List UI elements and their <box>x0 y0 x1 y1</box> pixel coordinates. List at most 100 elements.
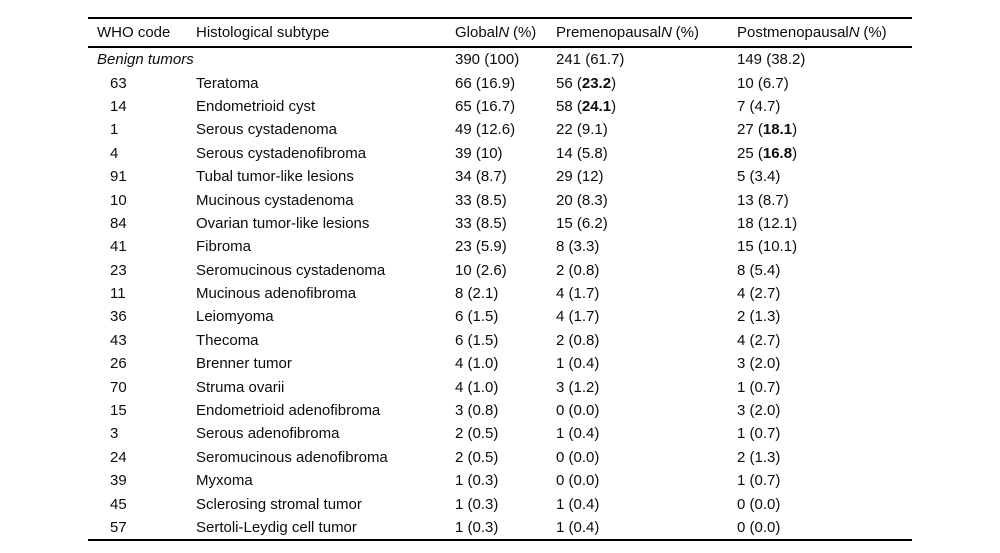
pct-value: 10.1 <box>762 238 793 256</box>
global-cell: 23 (5.9) <box>455 238 507 256</box>
col-header-postmenopausal: PostmenopausalN (%) <box>728 18 912 47</box>
premenopausal-cell: 3 (1.2) <box>556 378 600 396</box>
subtype-cell: Brenner tumor <box>196 355 292 373</box>
pct-value: 8.7 <box>762 191 784 209</box>
subtype-cell: Ovarian tumor-like lesions <box>196 214 370 232</box>
postmenopausal-cell: 13 (8.7) <box>737 191 789 209</box>
pct-value: 1.7 <box>573 308 595 326</box>
pct-value: 16.9 <box>480 74 511 92</box>
who-code-cell: 91 <box>110 168 127 186</box>
global-cell: 49 (12.6) <box>455 121 516 139</box>
premenopausal-cell: 0 (0.0) <box>556 402 600 420</box>
pct-value: 0.0 <box>754 495 776 513</box>
pct-value: 6.2 <box>581 214 603 232</box>
pct-value: 2.0 <box>754 402 776 420</box>
table-row: 26 Brenner tumor 4 (1.0) 1 (0.4) 3 (2.0) <box>88 352 912 375</box>
postmenopausal-cell: 5 (3.4) <box>737 168 781 186</box>
postmenopausal-cell: 3 (2.0) <box>737 355 781 373</box>
who-code-cell: 15 <box>110 402 127 420</box>
who-code-cell: 84 <box>110 214 127 232</box>
pct-value: 18.1 <box>762 121 793 139</box>
col-header-premenopausal: PremenopausalN (%) <box>547 18 728 47</box>
premenopausal-cell: 22 (9.1) <box>556 121 608 139</box>
postmenopausal-cell: 18 (12.1) <box>737 214 798 232</box>
global-cell: 6 (1.5) <box>455 308 499 326</box>
pct-value: 8.7 <box>480 168 502 186</box>
pct-value: 1.0 <box>472 378 494 396</box>
premenopausal-cell: 0 (0.0) <box>556 472 600 490</box>
table-body: Benign tumors 390 (100) 241 (61.7) 149 (38.… <box>88 47 912 540</box>
pct-value: 5.9 <box>480 238 502 256</box>
pct-value: 1.0 <box>472 355 494 373</box>
premenopausal-cell: 4 (1.7) <box>556 285 600 303</box>
who-code-cell: 23 <box>110 261 127 279</box>
header-text: Global <box>455 24 499 41</box>
global-cell: 4 (1.0) <box>455 355 499 373</box>
pct-value: 12.1 <box>762 214 793 232</box>
premenopausal-cell: 15 (6.2) <box>556 214 608 232</box>
pct-value: 1.3 <box>754 308 776 326</box>
postmenopausal-cell: 8 (5.4) <box>737 261 781 279</box>
global-cell: 6 (1.5) <box>455 331 499 349</box>
who-code-cell: 3 <box>110 425 119 443</box>
table-row: 63 Teratoma 66 (16.9) 56 (23.2) 10 (6.7) <box>88 71 912 94</box>
who-code-cell: 45 <box>110 495 127 513</box>
pct-value: 2.6 <box>480 261 502 279</box>
premenopausal-cell: 56 (23.2) <box>556 74 617 92</box>
postmenopausal-cell: 1 (0.7) <box>737 425 781 443</box>
percent-suffix: (%) <box>675 24 699 41</box>
pct-value: 12 <box>581 168 599 186</box>
postmenopausal-cell: 4 (2.7) <box>737 285 781 303</box>
subtype-cell: Struma ovarii <box>196 378 285 396</box>
who-code-cell: 70 <box>110 378 127 396</box>
global-cell: 8 (2.1) <box>455 285 499 303</box>
pct-value: 0.8 <box>573 331 595 349</box>
n-symbol: N <box>661 24 672 41</box>
postmenopausal-cell: 7 (4.7) <box>737 97 781 115</box>
who-code-cell: 11 <box>110 285 126 303</box>
subtype-cell: Serous adenofibroma <box>196 425 340 443</box>
table-row: 14 Endometrioid cyst 65 (16.7) 58 (24.1) 7 (… <box>88 95 912 118</box>
subtype-cell: Leiomyoma <box>196 308 274 326</box>
pct-value: 0.4 <box>573 425 595 443</box>
pct-value: 0.4 <box>573 519 595 536</box>
pct-value: 0.4 <box>573 355 595 373</box>
subtype-cell: Sertoli-Leydig cell tumor <box>196 519 357 536</box>
pct-value: 0.8 <box>573 261 595 279</box>
global-cell: 4 (1.0) <box>455 378 499 396</box>
global-cell: 65 (16.7) <box>455 97 516 115</box>
pct-value: 3.4 <box>754 168 776 186</box>
table-row: 36 Leiomyoma 6 (1.5) 4 (1.7) 2 (1.3) <box>88 305 912 328</box>
premenopausal-cell: 1 (0.4) <box>556 519 600 536</box>
subtype-cell: Fibroma <box>196 238 252 256</box>
who-code-cell: 41 <box>110 238 127 256</box>
subtype-cell: Serous cystadenoma <box>196 121 337 139</box>
postmenopausal-cell: 2 (1.3) <box>737 308 781 326</box>
subtype-cell: Endometrioid cyst <box>196 97 316 115</box>
premenopausal-cell: 0 (0.0) <box>556 448 600 466</box>
global-cell: 33 (8.5) <box>455 191 507 209</box>
global-cell: 39 (10) <box>455 144 503 162</box>
group-label: Benign tumors <box>97 51 194 69</box>
percent-suffix: (%) <box>863 24 887 41</box>
pct-value: 23.2 <box>581 74 612 92</box>
pct-value: 5.8 <box>581 144 603 162</box>
postmenopausal-cell: 1 (0.7) <box>737 378 781 396</box>
pct-value: 0.5 <box>472 448 494 466</box>
pct-value: 10 <box>480 144 498 162</box>
global-cell: 2 (0.5) <box>455 425 499 443</box>
postmenopausal-cell: 0 (0.0) <box>737 495 781 513</box>
pct-value: 1.2 <box>573 378 595 396</box>
subtype-cell: Teratoma <box>196 74 259 92</box>
postmenopausal-cell: 0 (0.0) <box>737 519 781 536</box>
tumor-subtype-table: WHO code Histological subtype GlobalN (%)… <box>88 17 912 542</box>
pct-value: 100 <box>489 51 515 69</box>
subtype-cell: Seromucinous cystadenoma <box>196 261 386 279</box>
pct-value: 0.7 <box>754 378 776 396</box>
global-cell: 1 (0.3) <box>455 472 499 490</box>
postmenopausal-cell: 27 (18.1) <box>737 121 798 139</box>
pct-value: 16.7 <box>480 97 511 115</box>
pct-value: 12.6 <box>480 121 511 139</box>
table-row: 15 Endometrioid adenofibroma 3 (0.8) 0 (0.0… <box>88 399 912 422</box>
